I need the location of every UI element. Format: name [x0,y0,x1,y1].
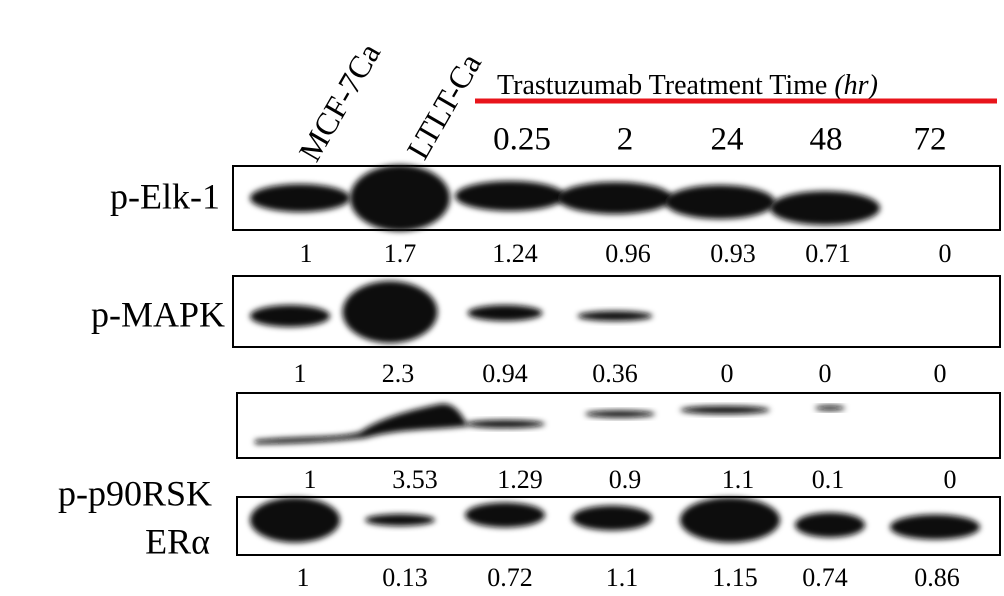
quantification: 0.36 [592,359,638,388]
quantification: 0.71 [805,239,851,268]
quantification: 1 [294,359,307,388]
quantification: 1.1 [606,563,639,592]
quantification: 0.72 [487,563,533,592]
band [250,305,330,327]
band [365,514,435,526]
band [770,191,880,225]
quantification: 1.7 [384,239,417,268]
band [468,305,543,321]
treatment-text: Trastuzumab Treatment Time [497,70,827,101]
band [558,182,673,214]
quantification: 0 [721,359,734,388]
quantification: 0 [934,359,947,388]
band [585,411,655,418]
quantification: 0.13 [382,563,428,592]
band [578,311,653,321]
quantification: 1.1 [722,465,755,494]
band [350,165,450,231]
band [572,506,652,531]
quantification: 0.94 [482,359,528,388]
quantification: 0 [819,359,832,388]
band [795,513,865,538]
band [680,406,770,414]
quantification: 0.96 [605,239,651,268]
time-point: 72 [914,122,947,158]
quantification: 1 [304,465,317,494]
time-point: 0.25 [493,122,551,158]
band [250,498,340,543]
unit-text: (hr) [834,70,878,101]
quantification: 0.9 [609,465,642,494]
quantification: 0.86 [914,563,960,592]
band [343,281,438,343]
quantification: 3.53 [392,465,438,494]
row-label: p-Elk-1 [110,176,220,216]
band [680,498,780,543]
band [890,515,980,540]
band [455,181,565,211]
time-point: 24 [711,122,744,158]
quantification: 0.93 [710,239,756,268]
quantification: 0 [944,465,957,494]
quantification: 1.24 [492,239,538,268]
band [255,404,468,444]
row-label: p-p90RSK [58,473,212,513]
quantification: 1 [300,239,313,268]
row-label: ERα [145,521,210,561]
cell-line-label: MCF-7Ca [291,37,387,167]
treatment-label: Trastuzumab Treatment Time (hr) [497,70,878,101]
blot-panel [237,393,1000,458]
time-point: 2 [617,122,634,158]
quantification: 1.15 [712,563,758,592]
quantification: 1 [297,563,310,592]
band [815,406,845,411]
cell-line-label: LTLT-Ca [399,47,488,165]
band [250,184,350,212]
row-label: p-MAPK [91,294,225,334]
band [465,420,545,428]
band [665,185,775,219]
quantification: 0.74 [802,563,848,592]
quantification: 0 [939,239,952,268]
quantification: 0.1 [812,465,845,494]
quantification: 2.3 [382,359,415,388]
quantification: 1.29 [497,465,543,494]
western-blot-figure: MCF-7Ca LTLT-Ca Trastuzumab Treatment Ti… [0,0,1004,596]
band [465,503,545,528]
time-point: 48 [810,122,843,158]
